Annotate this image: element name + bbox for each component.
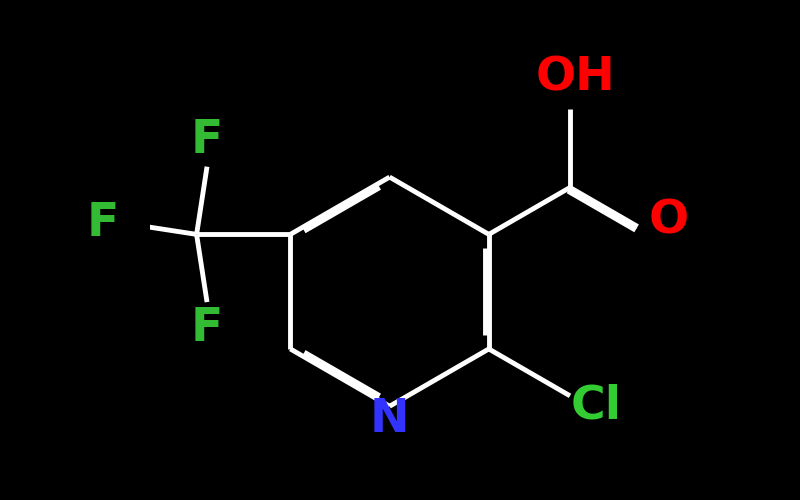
Text: F: F [191, 306, 223, 350]
Text: Cl: Cl [570, 384, 622, 429]
Text: N: N [370, 397, 410, 442]
Text: F: F [86, 202, 119, 246]
Text: F: F [191, 118, 223, 163]
Text: OH: OH [535, 56, 615, 100]
Text: O: O [649, 199, 689, 244]
